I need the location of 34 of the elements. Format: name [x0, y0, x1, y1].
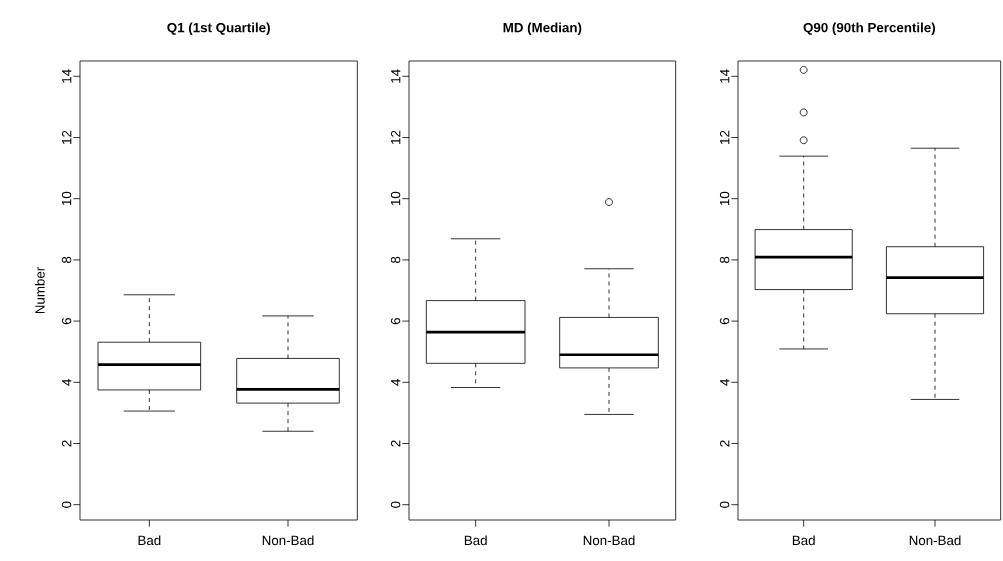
- x-tick-label: Bad: [138, 535, 161, 546]
- y-tick-label: 10: [61, 191, 72, 206]
- y-tick-label: 2: [390, 440, 401, 447]
- x-tick-label: Non-Bad: [583, 535, 635, 546]
- y-tick-label: 0: [719, 501, 730, 508]
- y-tick-label: 6: [390, 317, 401, 325]
- y-tick-label: 6: [719, 317, 730, 325]
- y-tick-label: 2: [719, 440, 730, 447]
- y-tick-label: 12: [390, 130, 401, 144]
- y-tick-label: 4: [720, 378, 730, 386]
- y-tick-label: 8: [719, 256, 730, 264]
- y-tick-label: 10: [719, 191, 730, 206]
- y-tick-label: 12: [719, 130, 730, 144]
- y-tick-label: 14: [391, 69, 401, 83]
- chart-title: Q1 (1st Quartile): [167, 22, 270, 35]
- x-tick-label: Bad: [464, 535, 487, 546]
- y-tick-label: 8: [61, 256, 72, 264]
- y-tick-label: 14: [62, 69, 72, 83]
- chart-title: MD (Median): [503, 22, 582, 35]
- chart-title: Q90 (90th Percentile): [803, 22, 935, 35]
- x-tick-label: Non-Bad: [909, 535, 961, 546]
- y-tick-label: 12: [61, 130, 72, 144]
- y-tick-label: 4: [391, 378, 401, 386]
- y-tick-label: 14: [720, 69, 730, 83]
- y-axis-title: Number: [34, 267, 45, 314]
- y-tick-label: 4: [62, 378, 72, 386]
- y-tick-label: 10: [390, 191, 401, 206]
- y-tick-label: 6: [61, 317, 72, 325]
- y-tick-label: 8: [390, 256, 401, 264]
- y-tick-label: 0: [390, 501, 401, 508]
- x-tick-label: Bad: [792, 535, 815, 546]
- x-tick-label: Non-Bad: [262, 535, 314, 546]
- y-tick-label: 2: [61, 440, 72, 447]
- y-tick-label: 0: [61, 501, 72, 508]
